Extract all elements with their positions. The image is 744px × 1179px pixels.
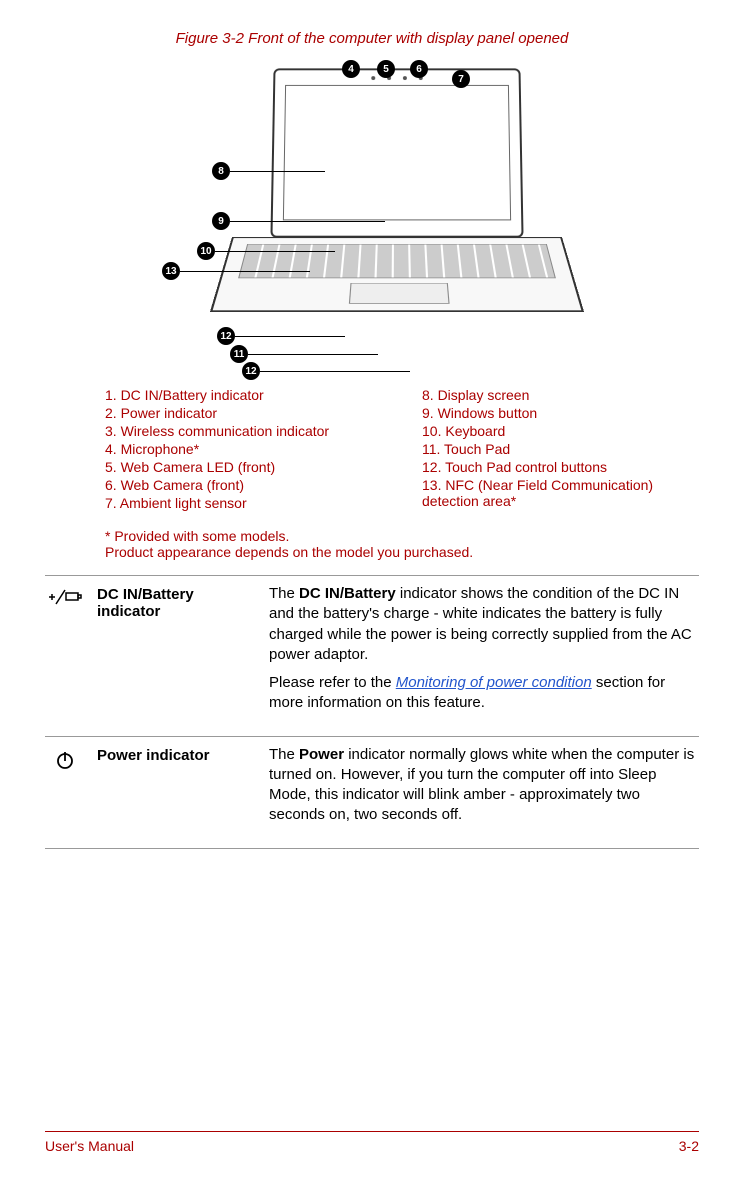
- callout-10: 10: [197, 242, 215, 260]
- legend-item: 10. Keyboard: [422, 423, 699, 439]
- legend-item: 9. Windows button: [422, 405, 699, 421]
- legend-left-column: 1. DC IN/Battery indicator 2. Power indi…: [105, 387, 382, 513]
- power-body: The Power indicator normally glows white…: [269, 745, 699, 834]
- legend-item: 8. Display screen: [422, 387, 699, 403]
- footnote: * Provided with some models. Product app…: [105, 528, 699, 560]
- callout-13: 13: [162, 262, 180, 280]
- legend-item: 2. Power indicator: [105, 405, 382, 421]
- legend-item: 6. Web Camera (front): [105, 477, 382, 493]
- footnote-line: * Provided with some models.: [105, 528, 699, 544]
- footnote-line: Product appearance depends on the model …: [105, 544, 699, 560]
- power-section: Power indicator The Power indicator norm…: [45, 736, 699, 849]
- monitoring-link[interactable]: Monitoring of power condition: [396, 674, 592, 691]
- touchpad-graphic: [349, 283, 450, 304]
- callout-9: 9: [212, 212, 230, 230]
- text: The: [269, 585, 299, 602]
- footer-right: 3-2: [679, 1138, 699, 1154]
- dc-in-body: The DC IN/Battery indicator shows the co…: [269, 584, 699, 722]
- legend-item: 4. Microphone*: [105, 441, 382, 457]
- legend-item: 12. Touch Pad control buttons: [422, 459, 699, 475]
- laptop-base: [210, 237, 584, 312]
- legend-item: 11. Touch Pad: [422, 441, 699, 457]
- keyboard-graphic: [238, 244, 556, 278]
- legend-item: 7. Ambient light sensor: [105, 495, 382, 511]
- legend-item: 3. Wireless communication indicator: [105, 423, 382, 439]
- text: The: [269, 746, 299, 763]
- footer-left: User's Manual: [45, 1138, 134, 1154]
- legend-right-column: 8. Display screen 9. Windows button 10. …: [422, 387, 699, 513]
- power-title: Power indicator: [97, 745, 257, 834]
- dc-in-title: DC IN/Battery indicator: [97, 584, 257, 722]
- callout-11: 11: [230, 345, 248, 363]
- callout-7: 7: [452, 70, 470, 88]
- figure-title: Figure 3-2 Front of the computer with di…: [45, 30, 699, 47]
- legend-item: 5. Web Camera LED (front): [105, 459, 382, 475]
- power-icon: [45, 745, 85, 834]
- dc-in-icon: [45, 584, 85, 722]
- dc-in-section: DC IN/Battery indicator The DC IN/Batter…: [45, 575, 699, 736]
- text-bold: DC IN/Battery: [299, 585, 396, 602]
- callout-6: 6: [410, 60, 428, 78]
- legend-item: 1. DC IN/Battery indicator: [105, 387, 382, 403]
- laptop-diagram: 4 5 6 7 8 9 10 13 12 11 12: [162, 62, 582, 372]
- text-bold: Power: [299, 746, 344, 763]
- legend: 1. DC IN/Battery indicator 2. Power indi…: [105, 387, 699, 513]
- text: Please refer to the: [269, 674, 396, 691]
- callout-8: 8: [212, 162, 230, 180]
- callout-12b: 12: [242, 362, 260, 380]
- callout-5: 5: [377, 60, 395, 78]
- laptop-screen: [270, 68, 523, 237]
- callout-12a: 12: [217, 327, 235, 345]
- legend-item: 13. NFC (Near Field Communication) detec…: [422, 477, 699, 509]
- page-footer: User's Manual 3-2: [45, 1131, 699, 1154]
- callout-4: 4: [342, 60, 360, 78]
